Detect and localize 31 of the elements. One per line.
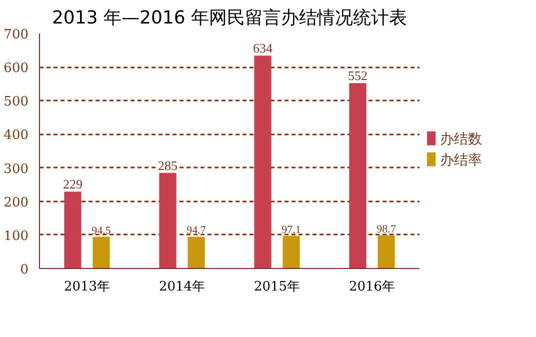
x-tick-label: 2014年 [158, 280, 206, 294]
data-label: 94.7 [186, 224, 206, 237]
bar [64, 192, 82, 268]
legend-label: 办结数 [440, 130, 482, 146]
data-label: 229 [63, 176, 82, 192]
y-tick-label: 0 [20, 262, 29, 278]
chart-title: 2013 年—2016 年网民留言办结情况统计表 [52, 8, 408, 28]
bar [378, 235, 395, 268]
data-label: 98.7 [376, 223, 396, 236]
y-tick-label: 700 [4, 28, 29, 42]
data-label: 552 [348, 68, 368, 84]
data-label: 97.1 [282, 224, 301, 236]
x-tick-label: 2015年 [254, 280, 300, 294]
x-tick-label: 2013年 [64, 280, 110, 294]
y-tick-label: 400 [4, 128, 29, 144]
bar [92, 236, 110, 268]
y-tick-label: 500 [4, 94, 29, 110]
y-tick-label: 200 [4, 195, 29, 210]
bar [254, 56, 272, 268]
y-tick-label: 300 [4, 162, 29, 177]
bar [282, 236, 300, 268]
bar [349, 83, 366, 268]
y-tick-label: 600 [4, 61, 29, 76]
legend-label: 办结率 [440, 151, 482, 168]
bar [159, 172, 176, 268]
data-label: 634 [253, 40, 273, 56]
x-tick-label: 2016年 [348, 280, 396, 294]
y-tick-label: 100 [4, 228, 29, 244]
data-label: 285 [158, 158, 178, 173]
data-label: 94.5 [92, 224, 112, 237]
bar [188, 236, 205, 268]
